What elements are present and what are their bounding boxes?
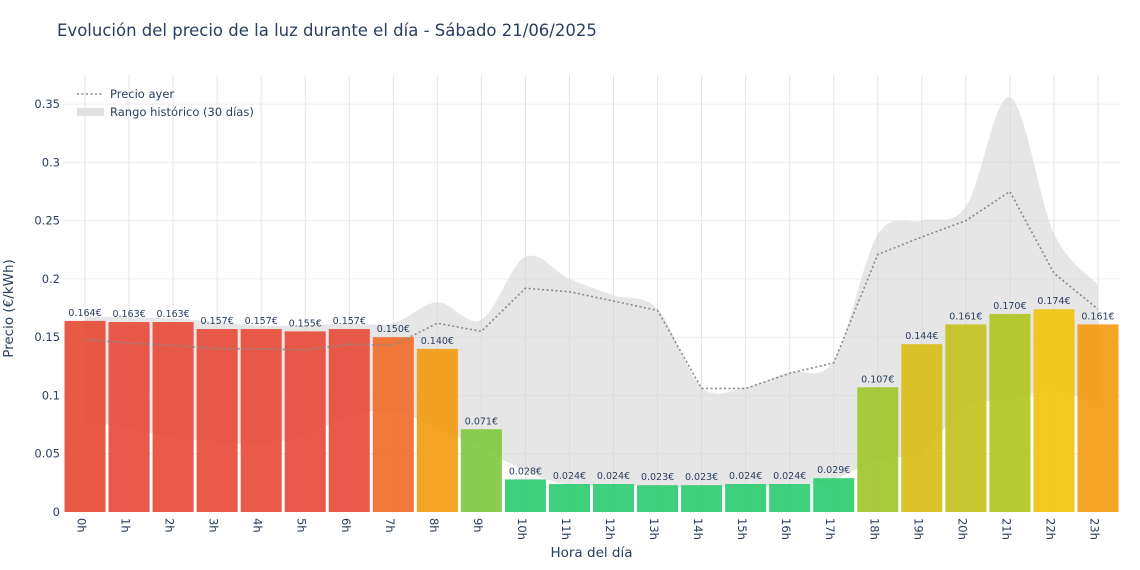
bar-value-label: 0.024€ [729, 471, 762, 482]
bar-value-label: 0.174€ [1037, 296, 1070, 307]
y-tick-label: 0.15 [34, 330, 60, 344]
x-tick-label: 3h [207, 518, 221, 533]
y-tick-label: 0.1 [42, 388, 60, 402]
bar-layer [64, 309, 1119, 512]
x-tick-label: 18h [867, 518, 881, 540]
x-tick-label: 21h [999, 518, 1013, 540]
price-bar [284, 331, 326, 512]
price-bar [460, 429, 502, 512]
price-bar [725, 484, 767, 512]
bar-value-label: 0.150€ [377, 324, 410, 335]
x-tick-label: 13h [647, 518, 661, 540]
bar-value-label: 0.140€ [421, 336, 454, 347]
price-bar [108, 322, 150, 512]
price-bar [152, 322, 194, 512]
x-tick-label: 15h [735, 518, 749, 540]
x-tick-label: 10h [515, 518, 529, 540]
bar-value-label: 0.161€ [949, 311, 982, 322]
y-tick-label: 0.3 [42, 155, 60, 169]
y-tick-label: 0.25 [34, 214, 60, 228]
price-bar [637, 485, 679, 512]
bar-value-label: 0.163€ [112, 309, 145, 320]
x-tick-label: 9h [471, 518, 485, 533]
price-bar [1077, 324, 1119, 512]
price-bar [857, 387, 899, 512]
x-tick-label: 1h [119, 518, 133, 533]
x-tick-label: 7h [383, 518, 397, 533]
price-bar [813, 478, 855, 512]
x-tick-label: 11h [559, 518, 573, 540]
x-tick-label: 20h [955, 518, 969, 540]
x-tick-label: 14h [691, 518, 705, 540]
yesterday-price-line [84, 190, 1099, 390]
x-tick-label: 16h [779, 518, 793, 540]
price-bar [240, 329, 282, 512]
bar-label-layer: 0.164€ 0.163€ 0.163€ 0.157€ 0.157€ 0.155€ 0.15… [68, 296, 1114, 483]
y-tick-label: 0.35 [34, 97, 60, 111]
legend-band-swatch [77, 108, 104, 116]
legend-label-precio-ayer: Precio ayer [110, 87, 174, 101]
y-tick-label: 0.05 [34, 447, 60, 461]
price-bar [901, 344, 943, 512]
x-tick-label: 17h [823, 518, 837, 540]
x-tick-label: 5h [295, 518, 309, 533]
price-bar [196, 329, 238, 512]
y-axis-title: Precio (€/kWh) [1, 259, 17, 358]
bar-value-label: 0.170€ [993, 301, 1026, 312]
price-bar [328, 329, 370, 512]
x-tick-label: 0h [75, 518, 89, 533]
price-bar [989, 313, 1031, 512]
bar-value-label: 0.024€ [553, 471, 586, 482]
x-axis-title: Hora del día [550, 545, 632, 561]
price-bar [593, 484, 635, 512]
bar-value-label: 0.157€ [333, 316, 366, 327]
x-tick-label: 22h [1043, 518, 1057, 540]
x-tick-label: 6h [339, 518, 353, 533]
y-tick-label: 0.2 [42, 272, 60, 286]
price-bar [416, 348, 458, 512]
price-bar [945, 324, 987, 512]
bar-value-label: 0.029€ [817, 465, 850, 476]
legend[interactable]: Precio ayer Rango histórico (30 días) [77, 87, 254, 119]
y-tick-label: 0 [53, 505, 60, 519]
bar-value-label: 0.024€ [597, 471, 630, 482]
x-tick-label: 19h [911, 518, 925, 540]
legend-label-rango-historico: Rango histórico (30 días) [110, 105, 254, 119]
price-bar [548, 484, 590, 512]
x-tick-label: 12h [603, 518, 617, 540]
x-tick-label: 23h [1087, 518, 1101, 540]
bar-value-label: 0.155€ [289, 318, 322, 329]
chart-title: Evolución del precio de la luz durante e… [57, 21, 597, 40]
bar-value-label: 0.024€ [773, 471, 806, 482]
bar-value-label: 0.107€ [861, 374, 894, 385]
bar-value-label: 0.144€ [905, 331, 938, 342]
price-bar [504, 479, 546, 512]
price-bar [769, 484, 811, 512]
axis-layer: 0 0.05 0.1 0.15 0.2 0.25 0.3 0.35 0h 1h 2h 3h 4h 5h 6h… [1, 97, 1101, 561]
x-tick-label: 8h [427, 518, 441, 533]
bar-value-label: 0.163€ [156, 309, 189, 320]
bar-value-label: 0.023€ [641, 472, 674, 483]
bar-value-label: 0.071€ [465, 416, 498, 427]
bar-value-label: 0.023€ [685, 472, 718, 483]
bar-value-label: 0.164€ [68, 308, 101, 319]
yesterday-line-layer [84, 190, 1099, 390]
price-bar [681, 485, 723, 512]
bar-value-label: 0.157€ [201, 316, 234, 327]
price-bar [64, 320, 106, 512]
bar-value-label: 0.161€ [1081, 311, 1114, 322]
x-tick-label: 2h [163, 518, 177, 533]
price-bar [1033, 309, 1075, 512]
price-bar [372, 337, 414, 512]
bar-value-label: 0.028€ [509, 466, 542, 477]
x-tick-label: 4h [251, 518, 265, 533]
bar-value-label: 0.157€ [245, 316, 278, 327]
